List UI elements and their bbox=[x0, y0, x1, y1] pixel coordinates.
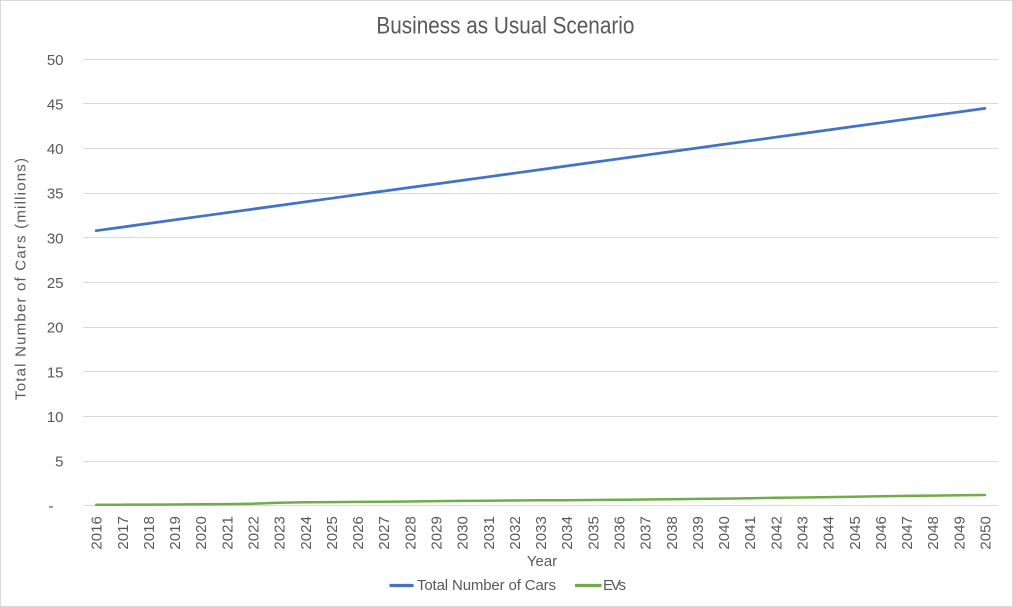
svg-text:35: 35 bbox=[47, 186, 64, 203]
svg-text:20: 20 bbox=[47, 320, 64, 337]
svg-text:15: 15 bbox=[47, 364, 64, 381]
svg-text:2035: 2035 bbox=[585, 516, 602, 549]
svg-text:2042: 2042 bbox=[768, 516, 785, 549]
svg-text:2037: 2037 bbox=[638, 516, 655, 549]
svg-text:2039: 2039 bbox=[690, 516, 707, 549]
svg-text:2040: 2040 bbox=[716, 516, 733, 549]
svg-text:2021: 2021 bbox=[219, 516, 236, 549]
svg-text:2038: 2038 bbox=[664, 516, 681, 549]
svg-text:25: 25 bbox=[47, 275, 64, 292]
svg-text:2017: 2017 bbox=[115, 516, 132, 549]
svg-text:2036: 2036 bbox=[612, 516, 629, 549]
svg-text:2018: 2018 bbox=[141, 516, 158, 549]
svg-text:2026: 2026 bbox=[350, 516, 367, 549]
svg-text:50: 50 bbox=[47, 52, 64, 69]
svg-text:2028: 2028 bbox=[402, 516, 419, 549]
svg-text:2027: 2027 bbox=[376, 516, 393, 549]
svg-text:30: 30 bbox=[47, 230, 64, 247]
svg-text:2020: 2020 bbox=[193, 516, 210, 549]
svg-text:2050: 2050 bbox=[978, 516, 995, 549]
svg-text:2024: 2024 bbox=[298, 516, 315, 549]
svg-text:2043: 2043 bbox=[795, 516, 812, 549]
svg-text:2033: 2033 bbox=[533, 516, 550, 549]
svg-text:2023: 2023 bbox=[272, 516, 289, 549]
svg-text:10: 10 bbox=[47, 409, 64, 426]
svg-text:2019: 2019 bbox=[167, 516, 184, 549]
svg-text:Business as Usual Scenario: Business as Usual Scenario bbox=[376, 13, 634, 40]
svg-text:2022: 2022 bbox=[246, 516, 263, 549]
svg-text:2025: 2025 bbox=[324, 516, 341, 549]
svg-text:2045: 2045 bbox=[847, 516, 864, 549]
svg-text:2034: 2034 bbox=[559, 516, 576, 549]
svg-text:2044: 2044 bbox=[821, 516, 838, 549]
svg-text:2048: 2048 bbox=[925, 516, 942, 549]
svg-text:2049: 2049 bbox=[951, 516, 968, 549]
svg-text:Year: Year bbox=[527, 553, 557, 570]
svg-text:EVs: EVs bbox=[603, 577, 626, 594]
svg-text:2029: 2029 bbox=[429, 516, 446, 549]
svg-text:Total Number of Cars: Total Number of Cars bbox=[417, 577, 556, 594]
svg-text:2041: 2041 bbox=[742, 516, 759, 549]
svg-text:2016: 2016 bbox=[89, 516, 106, 549]
svg-text:2047: 2047 bbox=[899, 516, 916, 549]
svg-text:45: 45 bbox=[47, 96, 64, 113]
svg-text:2030: 2030 bbox=[455, 516, 472, 549]
svg-text:2031: 2031 bbox=[481, 516, 498, 549]
svg-text:Total Number of Cars (millions: Total Number of Cars (millions) bbox=[13, 158, 30, 400]
svg-text:2046: 2046 bbox=[873, 516, 890, 549]
svg-text:2032: 2032 bbox=[507, 516, 524, 549]
svg-text:-: - bbox=[48, 498, 54, 515]
svg-text:40: 40 bbox=[47, 141, 64, 158]
svg-text:5: 5 bbox=[55, 454, 63, 471]
